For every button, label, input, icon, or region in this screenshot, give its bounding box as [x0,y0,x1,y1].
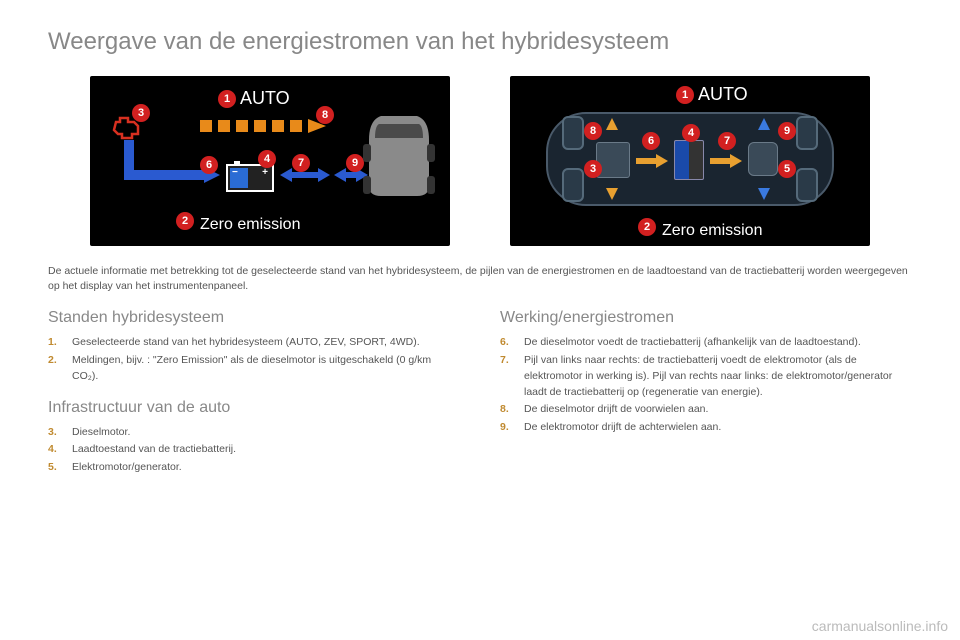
item-text: Meldingen, bijv. : "Zero Emission" als d… [72,353,460,385]
item-num: 6. [500,335,514,351]
item-text: Pijl van links naar rechts: de tractieba… [524,353,912,400]
battery-icon [674,140,704,180]
list-infra: 3. Dieselmotor. 4. Laadtoestand van de tra… [48,425,460,476]
badge-1: 1 [218,90,236,108]
item-text: De elektromotor drijft de achterwielen a… [524,420,721,436]
flow-blue-h-icon [124,170,208,180]
subhead-standen: Standen hybridesysteem [48,309,460,327]
badge-8: 8 [316,106,334,124]
item-num: 7. [500,353,514,400]
list-standen: 1. Geselecteerde stand van het hybridesys… [48,335,460,384]
battery-icon: − + [226,164,274,192]
wheel-icon [796,116,818,150]
item-text: Laadtoestand van de tractiebatterij. [72,442,236,458]
badge-4: 4 [258,150,276,168]
badge-4: 4 [682,124,700,142]
subhead-infra: Infrastructuur van de auto [48,399,460,417]
badge-2: 2 [176,212,194,230]
emotor-icon [748,142,778,176]
badge-9: 9 [778,122,796,140]
flow-blue-down-icon [758,180,770,200]
watermark: carmanualsonline.info [812,618,948,634]
badge-7: 7 [292,154,310,172]
item-text: Geselecteerde stand van het hybridesyste… [72,335,420,351]
zero-emission-label: Zero emission [662,222,762,240]
item-num: 1. [48,335,62,351]
item-text: De dieselmotor drijft de voorwielen aan. [524,402,708,418]
item-text: Dieselmotor. [72,425,130,441]
diagram-right: AUTO 1 3 8 6 4 7 [510,76,870,246]
flow-orange-h-icon [636,154,668,168]
item-num: 5. [48,460,62,476]
right-column: Werking/energiestromen 6. De dieselmotor … [500,309,912,478]
item-text: De dieselmotor voedt de tractiebatterij … [524,335,861,351]
auto-label: AUTO [698,84,748,105]
flow-orange-h2-icon [710,154,742,168]
flow-orange-icon [200,120,326,133]
badge-6: 6 [200,156,218,174]
content-columns: Standen hybridesysteem 1. Geselecteerde s… [48,309,912,478]
page-title: Weergave van de energiestromen van het h… [48,28,912,56]
wheel-icon [796,168,818,202]
badge-5: 5 [778,160,796,178]
badge-8: 8 [584,122,602,140]
flow-orange-down-icon [606,180,618,200]
wheel-icon [562,116,584,150]
badge-1: 1 [676,86,694,104]
item-num: 8. [500,402,514,418]
item-num: 2. [48,353,62,385]
auto-label: AUTO [240,88,290,109]
item-num: 9. [500,420,514,436]
flow-blue-up-icon [758,118,770,138]
badge-3: 3 [132,104,150,122]
badge-7: 7 [718,132,736,150]
subhead-werking: Werking/energiestromen [500,309,912,327]
diagram-left: AUTO 1 3 8 6 [90,76,450,246]
item-text: Elektromotor/generator. [72,460,182,476]
badge-2: 2 [638,218,656,236]
car-icon [361,110,436,200]
diagram-row: AUTO 1 3 8 6 [48,76,912,246]
flow-blue-down-icon [124,140,134,174]
badge-3: 3 [584,160,602,178]
flow-orange-up-icon [606,118,618,138]
intro-text: De actuele informatie met betrekking tot… [48,264,912,293]
badge-6: 6 [642,132,660,150]
item-num: 3. [48,425,62,441]
zero-emission-label: Zero emission [200,216,300,234]
wheel-icon [562,168,584,202]
left-column: Standen hybridesysteem 1. Geselecteerde s… [48,309,460,478]
item-num: 4. [48,442,62,458]
list-werking: 6. De dieselmotor voedt de tractiebatteri… [500,335,912,436]
